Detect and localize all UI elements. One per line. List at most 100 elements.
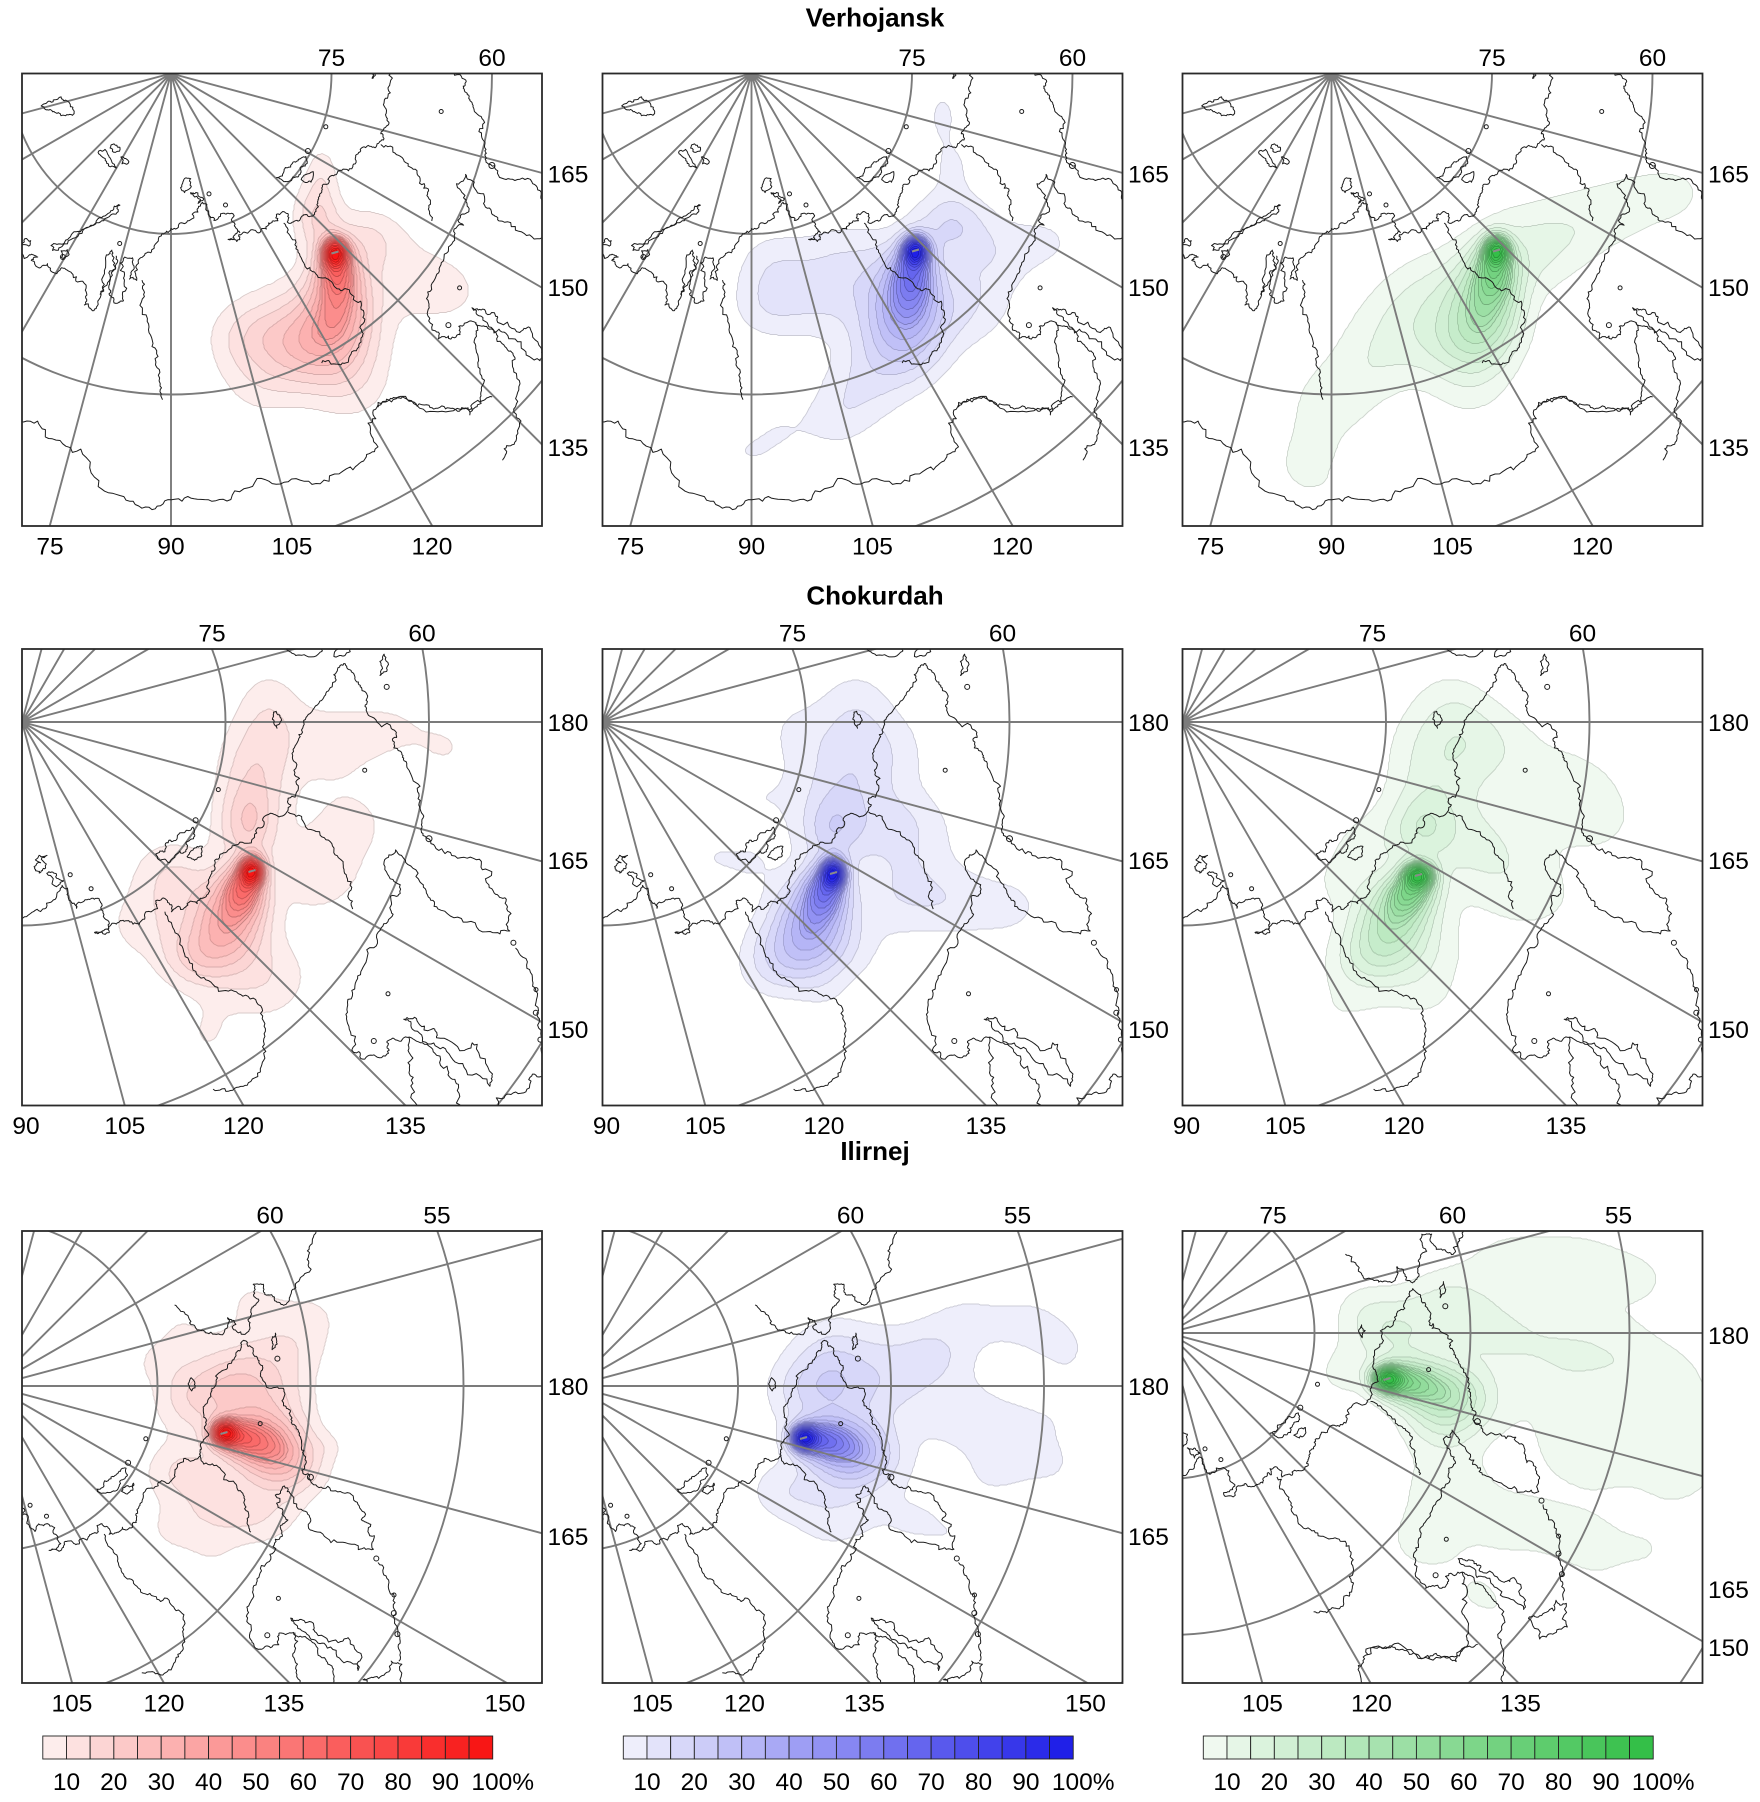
svg-text:60: 60 (1569, 621, 1596, 648)
svg-text:120: 120 (803, 1113, 844, 1140)
svg-text:20: 20 (681, 1769, 708, 1796)
svg-text:120: 120 (992, 534, 1033, 561)
svg-text:75: 75 (1359, 621, 1386, 648)
svg-text:75: 75 (318, 45, 345, 72)
svg-text:75: 75 (198, 621, 225, 648)
svg-text:60: 60 (290, 1769, 317, 1796)
svg-text:75: 75 (1259, 1203, 1286, 1230)
svg-text:10: 10 (53, 1769, 80, 1796)
svg-text:135: 135 (844, 1691, 885, 1718)
svg-text:90: 90 (432, 1769, 459, 1796)
svg-text:165: 165 (1128, 162, 1169, 189)
svg-text:150: 150 (485, 1691, 526, 1718)
svg-text:120: 120 (223, 1113, 264, 1140)
svg-text:60: 60 (1450, 1769, 1477, 1796)
svg-text:30: 30 (1308, 1769, 1335, 1796)
svg-text:135: 135 (548, 435, 589, 462)
svg-text:60: 60 (408, 621, 435, 648)
svg-text:20: 20 (100, 1769, 127, 1796)
svg-text:105: 105 (1432, 534, 1473, 561)
svg-text:105: 105 (1242, 1691, 1283, 1718)
svg-text:70: 70 (917, 1769, 944, 1796)
svg-text:135: 135 (1128, 435, 1169, 462)
svg-text:75: 75 (779, 621, 806, 648)
svg-text:135: 135 (1500, 1691, 1541, 1718)
svg-text:90: 90 (157, 534, 184, 561)
svg-text:75: 75 (898, 45, 925, 72)
svg-text:90: 90 (1173, 1113, 1200, 1140)
svg-text:20: 20 (1261, 1769, 1288, 1796)
svg-text:60: 60 (1439, 1203, 1466, 1230)
svg-text:60: 60 (478, 45, 505, 72)
svg-text:135: 135 (1546, 1113, 1587, 1140)
svg-text:Verhojansk: Verhojansk (806, 3, 945, 33)
svg-text:120: 120 (412, 534, 453, 561)
svg-text:100%: 100% (1052, 1769, 1115, 1796)
svg-text:40: 40 (195, 1769, 222, 1796)
svg-text:150: 150 (548, 275, 589, 302)
svg-text:75: 75 (1197, 534, 1224, 561)
svg-text:100%: 100% (1632, 1769, 1695, 1796)
svg-text:165: 165 (1708, 1577, 1749, 1604)
svg-text:120: 120 (1383, 1113, 1424, 1140)
svg-text:Chokurdah: Chokurdah (806, 581, 943, 611)
svg-text:150: 150 (1708, 1635, 1749, 1662)
svg-text:55: 55 (1004, 1203, 1031, 1230)
svg-text:40: 40 (1355, 1769, 1382, 1796)
svg-text:120: 120 (1572, 534, 1613, 561)
svg-text:135: 135 (966, 1113, 1007, 1140)
svg-text:150: 150 (1708, 1017, 1749, 1044)
svg-text:135: 135 (264, 1691, 305, 1718)
svg-text:75: 75 (36, 534, 63, 561)
svg-text:50: 50 (242, 1769, 269, 1796)
svg-text:75: 75 (1478, 45, 1505, 72)
svg-text:60: 60 (837, 1203, 864, 1230)
svg-text:40: 40 (775, 1769, 802, 1796)
svg-text:120: 120 (724, 1691, 765, 1718)
svg-text:90: 90 (593, 1113, 620, 1140)
svg-text:165: 165 (548, 1524, 589, 1551)
svg-text:50: 50 (1403, 1769, 1430, 1796)
svg-text:120: 120 (1351, 1691, 1392, 1718)
svg-text:180: 180 (1708, 1323, 1749, 1350)
svg-text:105: 105 (852, 534, 893, 561)
svg-text:165: 165 (1128, 848, 1169, 875)
svg-text:180: 180 (1128, 710, 1169, 737)
svg-text:135: 135 (385, 1113, 426, 1140)
svg-text:180: 180 (1128, 1374, 1169, 1401)
svg-text:90: 90 (1012, 1769, 1039, 1796)
svg-text:80: 80 (965, 1769, 992, 1796)
svg-text:150: 150 (1128, 1017, 1169, 1044)
svg-text:180: 180 (548, 1374, 589, 1401)
svg-text:55: 55 (1605, 1203, 1632, 1230)
svg-text:150: 150 (548, 1017, 589, 1044)
svg-text:90: 90 (1318, 534, 1345, 561)
svg-text:105: 105 (685, 1113, 726, 1140)
svg-text:80: 80 (384, 1769, 411, 1796)
svg-text:135: 135 (1708, 435, 1749, 462)
svg-text:Ilirnej: Ilirnej (840, 1136, 909, 1166)
svg-text:50: 50 (823, 1769, 850, 1796)
svg-text:150: 150 (1708, 275, 1749, 302)
svg-text:105: 105 (632, 1691, 673, 1718)
svg-text:100%: 100% (471, 1769, 534, 1796)
svg-text:60: 60 (256, 1203, 283, 1230)
svg-text:150: 150 (1065, 1691, 1106, 1718)
svg-text:105: 105 (272, 534, 313, 561)
svg-text:180: 180 (1708, 710, 1749, 737)
svg-text:60: 60 (989, 621, 1016, 648)
svg-text:60: 60 (1639, 45, 1666, 72)
svg-text:90: 90 (738, 534, 765, 561)
svg-text:105: 105 (52, 1691, 93, 1718)
svg-text:165: 165 (1708, 162, 1749, 189)
svg-text:30: 30 (148, 1769, 175, 1796)
svg-text:10: 10 (633, 1769, 660, 1796)
svg-text:105: 105 (104, 1113, 145, 1140)
svg-text:165: 165 (548, 162, 589, 189)
svg-text:165: 165 (1128, 1524, 1169, 1551)
svg-text:90: 90 (12, 1113, 39, 1140)
svg-text:150: 150 (1128, 275, 1169, 302)
svg-text:60: 60 (870, 1769, 897, 1796)
svg-text:105: 105 (1265, 1113, 1306, 1140)
svg-text:165: 165 (548, 848, 589, 875)
